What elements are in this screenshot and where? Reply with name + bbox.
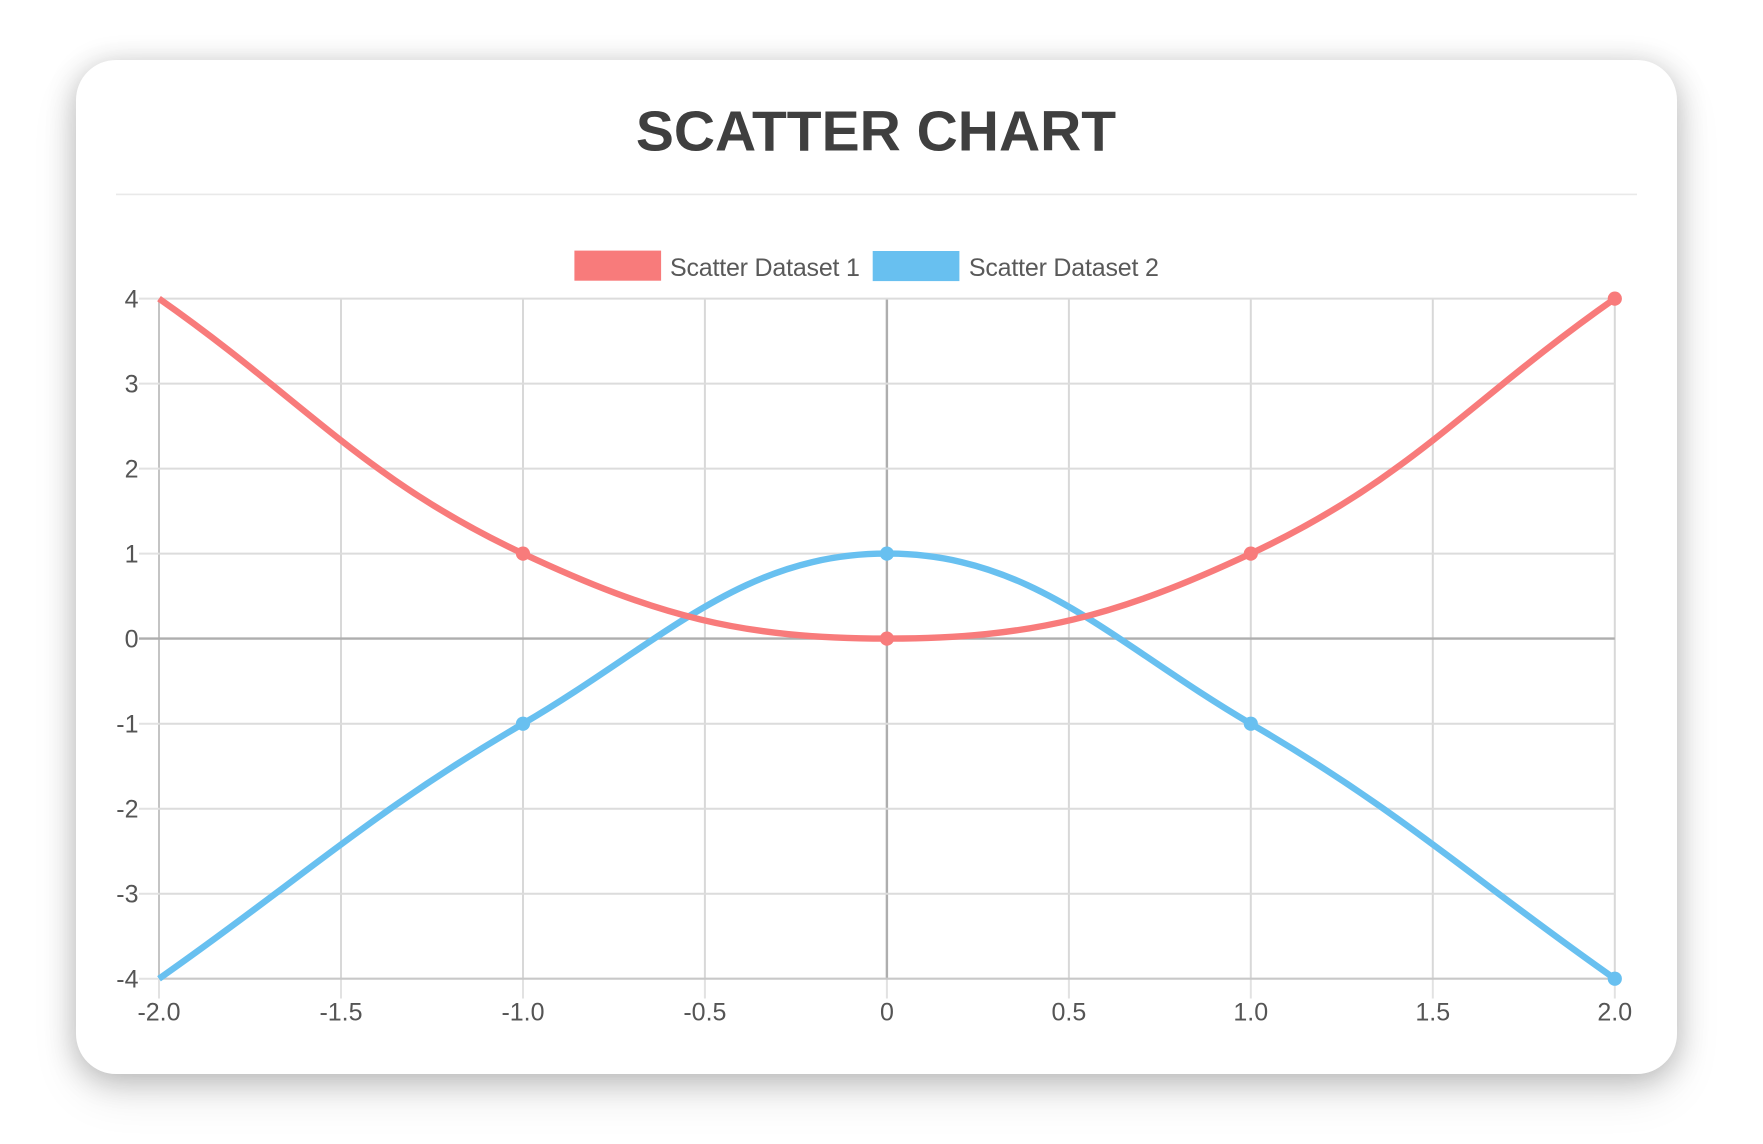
svg-text:2.0: 2.0 [1597,999,1632,1027]
svg-text:0: 0 [880,999,894,1027]
svg-text:Scatter Dataset 1: Scatter Dataset 1 [670,254,860,282]
svg-text:1.5: 1.5 [1415,999,1450,1027]
svg-text:-4: -4 [116,966,138,994]
svg-text:-1.5: -1.5 [319,999,362,1027]
svg-text:3: 3 [125,370,139,398]
svg-text:-2.0: -2.0 [137,999,180,1027]
svg-text:-1: -1 [116,711,138,739]
svg-text:Scatter Dataset 2: Scatter Dataset 2 [969,254,1159,282]
svg-text:1: 1 [125,540,139,568]
svg-text:-3: -3 [116,881,138,909]
svg-text:-1.0: -1.0 [501,999,544,1027]
svg-text:2: 2 [125,455,139,483]
svg-text:1.0: 1.0 [1233,999,1268,1027]
svg-text:-0.5: -0.5 [683,999,726,1027]
svg-text:0: 0 [125,625,139,653]
svg-text:4: 4 [125,285,139,313]
svg-text:SCATTER CHART: SCATTER CHART [636,100,1116,164]
svg-text:0.5: 0.5 [1052,999,1087,1027]
svg-text:-2: -2 [116,796,138,824]
